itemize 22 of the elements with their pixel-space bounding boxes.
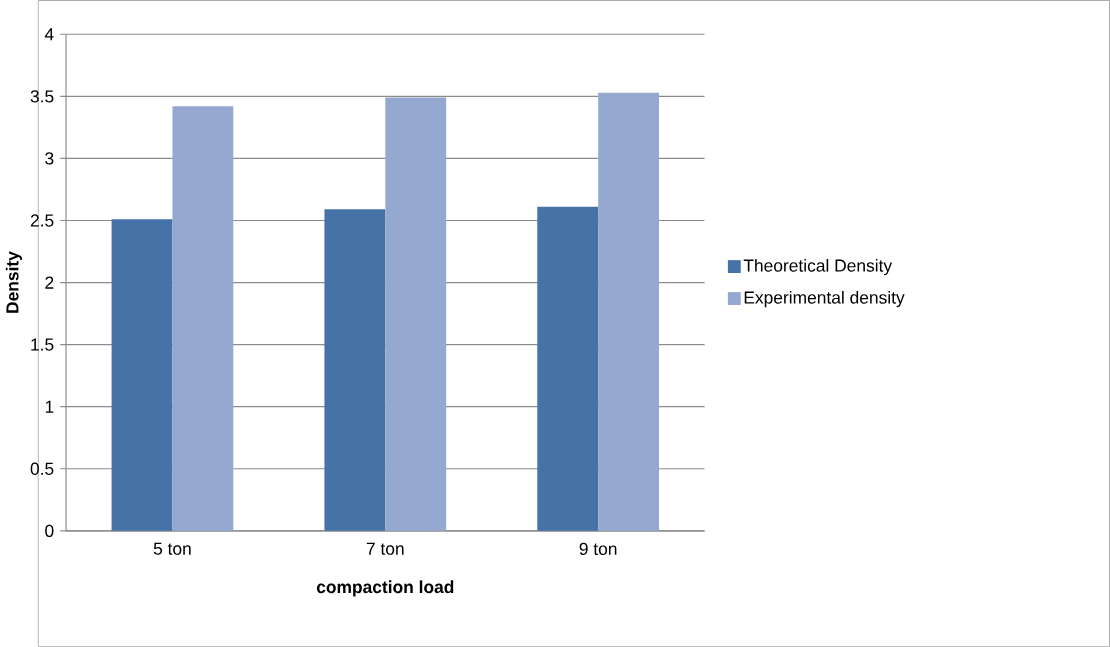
x-tick-label: 5 ton xyxy=(153,542,191,555)
y-tick-label: 4 xyxy=(44,28,54,41)
y-tick-label: 2 xyxy=(45,276,54,289)
y-tick-label: 1.5 xyxy=(31,338,54,351)
bar xyxy=(111,219,173,531)
y-tick-label: 3 xyxy=(45,152,54,165)
x-tick-label: 7 ton xyxy=(366,542,404,555)
bar xyxy=(598,92,660,531)
y-tick-label: 0.5 xyxy=(30,462,54,475)
y-tick-label: 0 xyxy=(45,524,54,537)
bar xyxy=(324,209,386,531)
legend-label: Theoretical Density xyxy=(743,258,893,276)
y-tick-label: 2.5 xyxy=(30,214,54,227)
legend-label: Experimental density xyxy=(744,290,905,308)
bar xyxy=(537,206,599,531)
y-axis-title: Density xyxy=(5,251,23,313)
bar xyxy=(172,106,234,531)
x-tick-label: 9 ton xyxy=(579,542,617,555)
y-tick-label: 1 xyxy=(45,400,54,413)
y-tick-label: 3.5 xyxy=(30,90,54,103)
x-axis-title: compaction load xyxy=(316,580,454,597)
bar xyxy=(385,97,447,531)
